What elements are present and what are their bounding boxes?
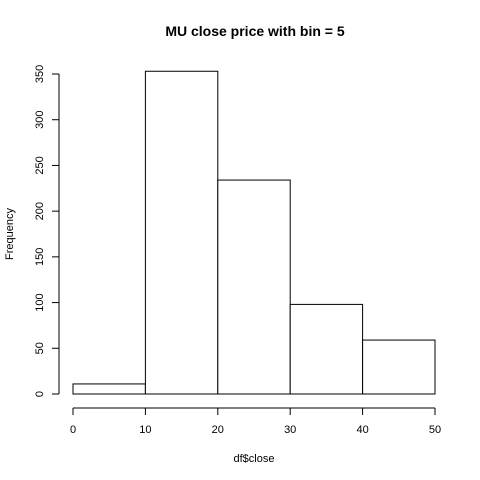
histogram-bar-4: [362, 339, 436, 395]
x-axis: 0 10 20 30 40 50: [70, 407, 441, 436]
x-tick-label: 0: [70, 424, 76, 436]
y-axis-label: Frequency: [4, 208, 16, 260]
histogram-bar-1: [144, 70, 219, 395]
y-tick-label: 0: [34, 391, 46, 397]
x-tick-label: 50: [429, 424, 441, 436]
y-tick-label: 200: [34, 202, 46, 220]
y-tick-label: 350: [34, 65, 46, 83]
histogram-bar-0: [72, 383, 146, 395]
x-tick-label: 30: [284, 424, 296, 436]
bars-group: [72, 70, 436, 395]
y-tick-label: 300: [34, 111, 46, 129]
chart-title: MU close price with bin = 5: [165, 23, 345, 39]
y-tick-label: 50: [34, 342, 46, 354]
y-tick-label: 100: [34, 293, 46, 311]
y-tick-label: 150: [34, 248, 46, 266]
y-tick-label: 250: [34, 156, 46, 174]
x-tick-label: 10: [139, 424, 151, 436]
y-axis: 0 50 100 150 200 250 300 350: [34, 65, 60, 397]
x-tick-label: 20: [212, 424, 224, 436]
histogram-bar-3: [289, 303, 364, 395]
x-axis-label: df$close: [234, 453, 275, 465]
x-tick-label: 40: [356, 424, 368, 436]
histogram-bar-2: [217, 179, 291, 395]
